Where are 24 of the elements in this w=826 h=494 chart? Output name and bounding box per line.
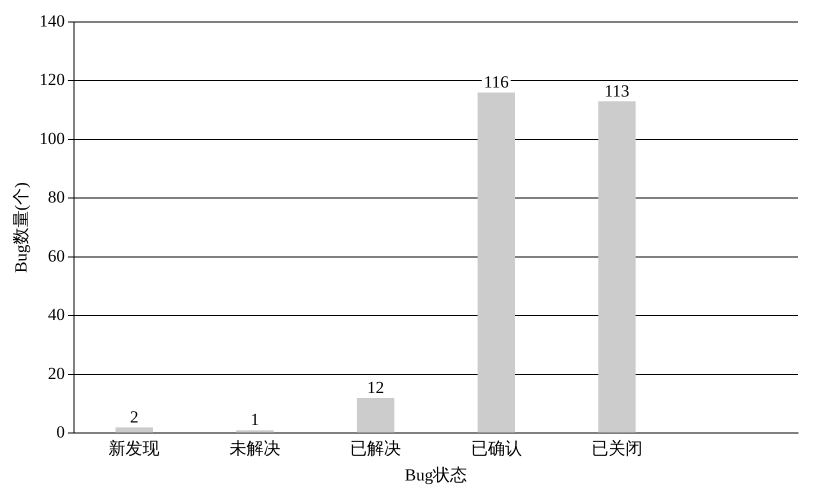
bar	[116, 427, 153, 433]
data-label: 2	[130, 407, 138, 426]
x-tick-label: 新发现	[108, 438, 160, 458]
x-tick-label: 未解决	[229, 438, 280, 458]
x-axis-title: Bug状态	[404, 465, 468, 484]
y-tick-label: 120	[39, 70, 65, 90]
y-axis-title: Bug数量(个)	[12, 182, 31, 273]
x-tick-label: 已确认	[470, 438, 522, 458]
bar	[356, 398, 394, 433]
y-tick-label: 80	[48, 188, 65, 207]
y-tick-label: 0	[56, 422, 65, 442]
y-tick-label: 60	[48, 246, 65, 266]
bar	[598, 101, 636, 433]
y-tick-label: 100	[39, 128, 65, 148]
y-tick-label: 20	[48, 364, 65, 383]
bar	[478, 92, 515, 433]
data-label: 113	[604, 81, 630, 100]
x-tick-label: 已解决	[350, 438, 402, 458]
data-label: 116	[484, 72, 509, 92]
x-tick-label: 已关闭	[591, 438, 642, 458]
data-label: 12	[367, 378, 384, 397]
data-label: 1	[250, 410, 260, 430]
y-tick-label: 140	[39, 11, 65, 30]
y-tick-label: 40	[48, 305, 65, 324]
